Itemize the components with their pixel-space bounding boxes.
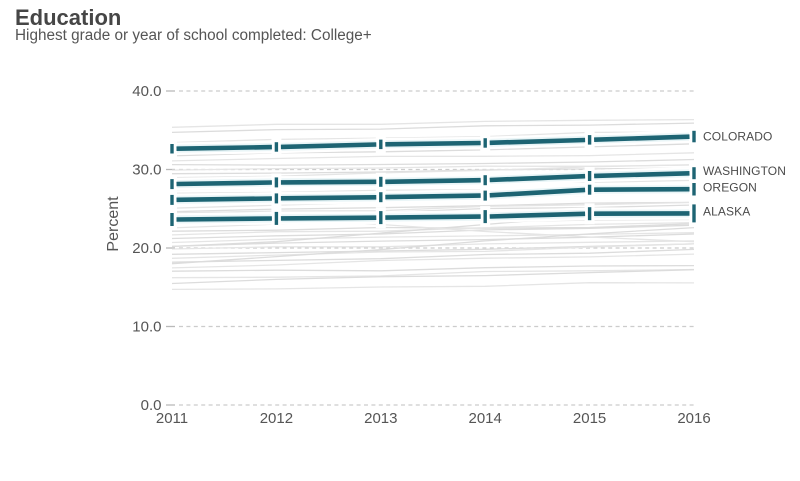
svg-text:WASHINGTON: WASHINGTON: [703, 164, 786, 178]
svg-text:2016: 2016: [677, 410, 710, 427]
svg-text:2011: 2011: [156, 410, 188, 427]
svg-text:2014: 2014: [469, 410, 502, 427]
svg-text:Percent: Percent: [105, 196, 122, 252]
svg-text:2012: 2012: [260, 410, 293, 427]
svg-text:ALASKA: ALASKA: [703, 205, 750, 219]
svg-text:2013: 2013: [364, 410, 397, 427]
svg-text:10.0: 10.0: [132, 319, 161, 336]
svg-text:30.0: 30.0: [132, 162, 161, 179]
svg-text:20.0: 20.0: [132, 240, 161, 257]
svg-text:2015: 2015: [573, 410, 606, 427]
svg-text:40.0: 40.0: [132, 83, 161, 100]
svg-text:OREGON: OREGON: [703, 181, 757, 195]
svg-text:COLORADO: COLORADO: [703, 130, 772, 144]
